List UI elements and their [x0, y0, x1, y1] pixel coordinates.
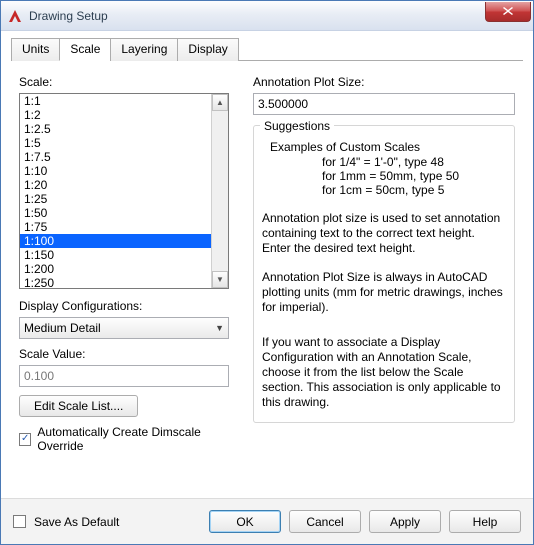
scale-list-item[interactable]: 1:1: [20, 94, 211, 108]
scale-list-item[interactable]: 1:150: [20, 248, 211, 262]
scale-list-item[interactable]: 1:2.5: [20, 122, 211, 136]
scale-list-item[interactable]: 1:2: [20, 108, 211, 122]
example-line-3: for 1mm = 50mm, type 50: [322, 169, 506, 183]
scale-list-item[interactable]: 1:75: [20, 220, 211, 234]
scale-list-item[interactable]: 1:7.5: [20, 150, 211, 164]
example-line-2: for 1/4" = 1'-0", type 48: [322, 155, 506, 169]
example-heading: Examples of Custom Scales: [270, 140, 506, 155]
dimscale-checkbox[interactable]: ✓: [19, 433, 31, 446]
suggestion-para-1: Annotation plot size is used to set anno…: [262, 211, 506, 256]
display-config-label: Display Configurations:: [19, 299, 239, 313]
scale-list-item[interactable]: 1:100: [20, 234, 211, 248]
chevron-down-icon: ▼: [215, 323, 224, 333]
ok-button[interactable]: OK: [209, 510, 281, 533]
cancel-button[interactable]: Cancel: [289, 510, 361, 533]
suggestion-para-2: Annotation Plot Size is always in AutoCA…: [262, 270, 506, 315]
app-icon: [7, 8, 23, 24]
content-area: Units Scale Layering Display Scale: 1:11…: [1, 31, 533, 544]
tab-units[interactable]: Units: [11, 38, 60, 61]
suggestion-para-3: If you want to associate a Display Confi…: [262, 335, 506, 410]
scale-value-text: 0.100: [24, 369, 54, 383]
scale-list-item[interactable]: 1:10: [20, 164, 211, 178]
dialog-window: Drawing Setup Units Scale Layering Displ…: [0, 0, 534, 545]
scale-value-field: 0.100: [19, 365, 229, 387]
scale-label: Scale:: [19, 75, 239, 89]
edit-scale-list-button[interactable]: Edit Scale List....: [19, 395, 138, 417]
tab-layering[interactable]: Layering: [110, 38, 178, 61]
title-bar[interactable]: Drawing Setup: [1, 1, 533, 31]
scale-list-item[interactable]: 1:25: [20, 192, 211, 206]
scale-list-item[interactable]: 1:20: [20, 178, 211, 192]
scroll-down-button[interactable]: ▼: [212, 271, 228, 288]
tab-display[interactable]: Display: [177, 38, 238, 61]
display-config-combo[interactable]: Medium Detail ▼: [19, 317, 229, 339]
scale-list-item[interactable]: 1:250: [20, 276, 211, 288]
footer: Save As Default OK Cancel Apply Help: [1, 498, 533, 544]
annotation-plot-size-value: 3.500000: [258, 97, 308, 111]
apply-button[interactable]: Apply: [369, 510, 441, 533]
scale-list-item[interactable]: 1:50: [20, 206, 211, 220]
example-line-4: for 1cm = 50cm, type 5: [322, 183, 506, 197]
scale-value-label: Scale Value:: [19, 347, 239, 361]
scale-listbox[interactable]: 1:11:21:2.51:51:7.51:101:201:251:501:751…: [19, 93, 229, 289]
scale-list-item[interactable]: 1:200: [20, 262, 211, 276]
annotation-plot-size-input[interactable]: 3.500000: [253, 93, 515, 115]
scrollbar[interactable]: ▲ ▼: [211, 94, 228, 288]
help-button[interactable]: Help: [449, 510, 521, 533]
window-title: Drawing Setup: [29, 9, 485, 23]
save-default-checkbox[interactable]: [13, 515, 26, 528]
suggestions-title: Suggestions: [260, 119, 334, 133]
scroll-track[interactable]: [212, 111, 228, 271]
tab-scale[interactable]: Scale: [59, 38, 111, 61]
tab-strip: Units Scale Layering Display: [11, 37, 523, 61]
dimscale-checkbox-label: Automatically Create Dimscale Override: [37, 425, 239, 453]
save-default-label: Save As Default: [34, 515, 119, 529]
scale-list-item[interactable]: 1:5: [20, 136, 211, 150]
display-config-value: Medium Detail: [24, 321, 101, 335]
annotation-plot-size-label: Annotation Plot Size:: [253, 75, 515, 89]
close-button[interactable]: [485, 2, 531, 22]
scroll-up-button[interactable]: ▲: [212, 94, 228, 111]
